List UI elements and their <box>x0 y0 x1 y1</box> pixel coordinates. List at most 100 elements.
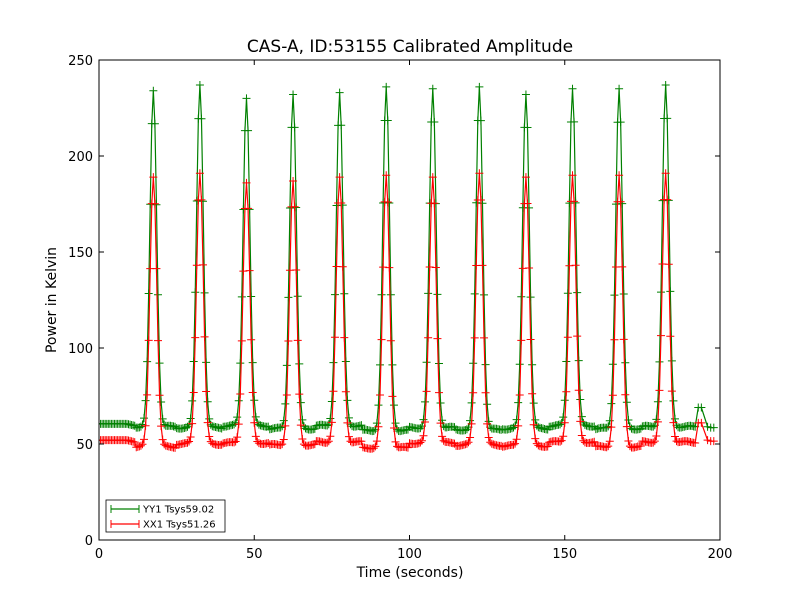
data-point <box>574 356 583 365</box>
data-point <box>649 422 658 431</box>
data-point <box>709 437 718 446</box>
data-point <box>619 335 628 344</box>
data-point <box>467 398 476 407</box>
data-point <box>372 437 381 446</box>
data-point <box>369 426 378 435</box>
data-point <box>616 118 625 127</box>
data-point <box>571 261 580 270</box>
data-point <box>469 388 478 397</box>
data-point <box>343 418 352 427</box>
data-point <box>391 437 400 446</box>
data-point <box>436 419 445 428</box>
data-point <box>382 82 391 91</box>
data-point <box>528 360 537 369</box>
data-point <box>667 387 676 396</box>
data-point <box>424 289 433 298</box>
data-point <box>563 289 572 298</box>
data-point <box>234 420 243 429</box>
data-point <box>417 436 426 445</box>
data-point <box>556 420 565 429</box>
data-point <box>150 199 159 208</box>
data-point <box>324 437 333 446</box>
data-point <box>374 401 383 410</box>
data-point <box>476 196 485 205</box>
data-point <box>296 398 305 407</box>
x-tick-label: 150 <box>552 547 577 562</box>
data-point <box>691 439 700 448</box>
data-point <box>237 336 246 345</box>
data-point <box>340 333 349 342</box>
data-point <box>337 199 346 208</box>
data-point <box>279 435 288 444</box>
data-point <box>236 389 245 398</box>
data-point <box>480 290 489 299</box>
data-point <box>330 333 339 342</box>
data-point <box>605 437 614 446</box>
data-point <box>195 169 204 178</box>
data-point <box>529 420 538 429</box>
data-point <box>557 436 566 445</box>
data-point <box>230 438 239 447</box>
data-point <box>376 360 385 369</box>
data-point <box>636 441 645 450</box>
data-point <box>615 84 624 93</box>
data-point <box>421 397 430 406</box>
data-point <box>183 422 192 431</box>
data-point <box>335 173 344 182</box>
data-point <box>531 434 540 443</box>
data-point <box>149 86 158 95</box>
data-point <box>462 425 471 434</box>
data-point <box>697 403 706 412</box>
data-point <box>245 266 254 275</box>
data-point <box>657 288 666 297</box>
data-point <box>621 390 630 399</box>
data-point <box>607 423 616 432</box>
data-point <box>386 336 395 345</box>
data-point <box>652 432 661 441</box>
data-point <box>293 336 302 345</box>
legend-marker <box>110 505 140 513</box>
data-point <box>655 386 664 395</box>
legend-box <box>105 499 226 533</box>
data-point <box>191 333 200 342</box>
data-point <box>480 333 489 342</box>
data-point <box>188 396 197 405</box>
data-point <box>233 413 242 422</box>
data-point <box>670 414 679 423</box>
data-point <box>428 173 437 182</box>
data-point <box>289 90 298 99</box>
data-point <box>282 390 291 399</box>
data-point <box>157 422 166 431</box>
data-point <box>276 441 285 450</box>
data-point <box>150 119 159 128</box>
data-point <box>357 421 366 430</box>
data-point <box>197 195 206 204</box>
data-point <box>563 333 572 342</box>
y-tick-label: 200 <box>68 150 93 165</box>
data-point <box>298 415 307 424</box>
data-point <box>576 417 585 426</box>
data-point <box>186 433 195 442</box>
data-point <box>433 334 442 343</box>
data-point <box>562 387 571 396</box>
data-point <box>231 437 240 446</box>
data-point <box>372 419 381 428</box>
data-point <box>296 421 305 430</box>
data-point <box>543 442 552 451</box>
data-point <box>188 419 197 428</box>
data-point <box>335 88 344 97</box>
data-point <box>251 412 260 421</box>
data-point <box>292 203 301 212</box>
data-point <box>290 202 299 211</box>
data-point <box>158 414 167 423</box>
data-point <box>138 440 147 449</box>
data-point <box>481 360 490 369</box>
data-point <box>512 435 521 444</box>
data-point <box>376 390 385 399</box>
data-point <box>559 432 568 441</box>
data-point <box>576 395 585 404</box>
data-point <box>189 357 198 366</box>
data-point <box>525 264 534 273</box>
data-point <box>590 437 599 446</box>
